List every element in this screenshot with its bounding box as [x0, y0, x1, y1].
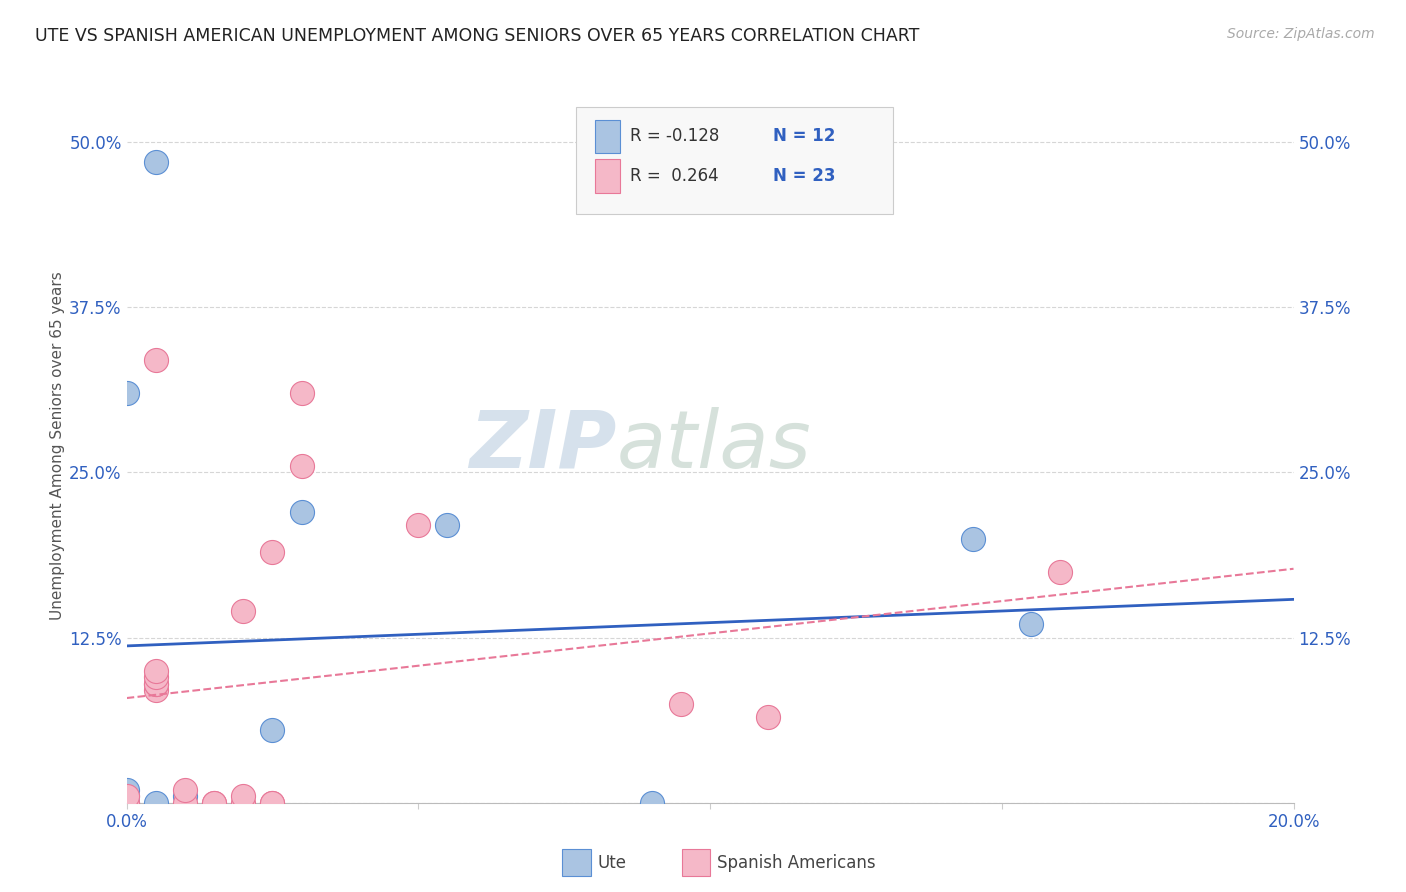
Point [756, 710, 779, 724]
Point [145, 796, 167, 810]
Point [1019, 617, 1042, 632]
Point [145, 154, 167, 169]
Point [1049, 565, 1071, 579]
Text: Spanish Americans: Spanish Americans [717, 854, 876, 871]
Text: R =  0.264: R = 0.264 [630, 167, 718, 185]
Point [145, 664, 167, 678]
Text: N = 12: N = 12 [773, 128, 835, 145]
Text: Ute: Ute [598, 854, 627, 871]
Text: N = 23: N = 23 [773, 167, 835, 185]
Point [262, 796, 284, 810]
Point [115, 796, 138, 810]
Point [145, 670, 167, 684]
Text: ZIP: ZIP [470, 407, 617, 485]
Point [640, 796, 664, 810]
Point [115, 796, 138, 810]
Point [145, 683, 167, 698]
Point [202, 796, 225, 810]
Text: Source: ZipAtlas.com: Source: ZipAtlas.com [1227, 27, 1375, 41]
Point [962, 532, 984, 546]
Text: atlas: atlas [617, 407, 811, 485]
Point [174, 789, 197, 804]
Point [290, 458, 312, 473]
Point [174, 782, 197, 797]
Point [436, 518, 458, 533]
Point [262, 723, 284, 738]
Point [290, 505, 312, 519]
Y-axis label: Unemployment Among Seniors over 65 years: Unemployment Among Seniors over 65 years [51, 272, 66, 620]
Text: R = -0.128: R = -0.128 [630, 128, 720, 145]
Point [174, 796, 197, 810]
Point [115, 386, 138, 401]
Point [262, 796, 284, 810]
Point [115, 789, 138, 804]
Point [290, 386, 312, 401]
Point [115, 782, 138, 797]
Point [145, 677, 167, 691]
Point [669, 697, 692, 711]
Point [145, 677, 167, 691]
Point [115, 789, 138, 804]
Point [232, 789, 254, 804]
Point [145, 353, 167, 368]
Point [262, 545, 284, 559]
Point [408, 518, 430, 533]
Point [202, 796, 225, 810]
Text: UTE VS SPANISH AMERICAN UNEMPLOYMENT AMONG SENIORS OVER 65 YEARS CORRELATION CHA: UTE VS SPANISH AMERICAN UNEMPLOYMENT AMO… [35, 27, 920, 45]
Point [232, 604, 254, 618]
Point [232, 796, 254, 810]
